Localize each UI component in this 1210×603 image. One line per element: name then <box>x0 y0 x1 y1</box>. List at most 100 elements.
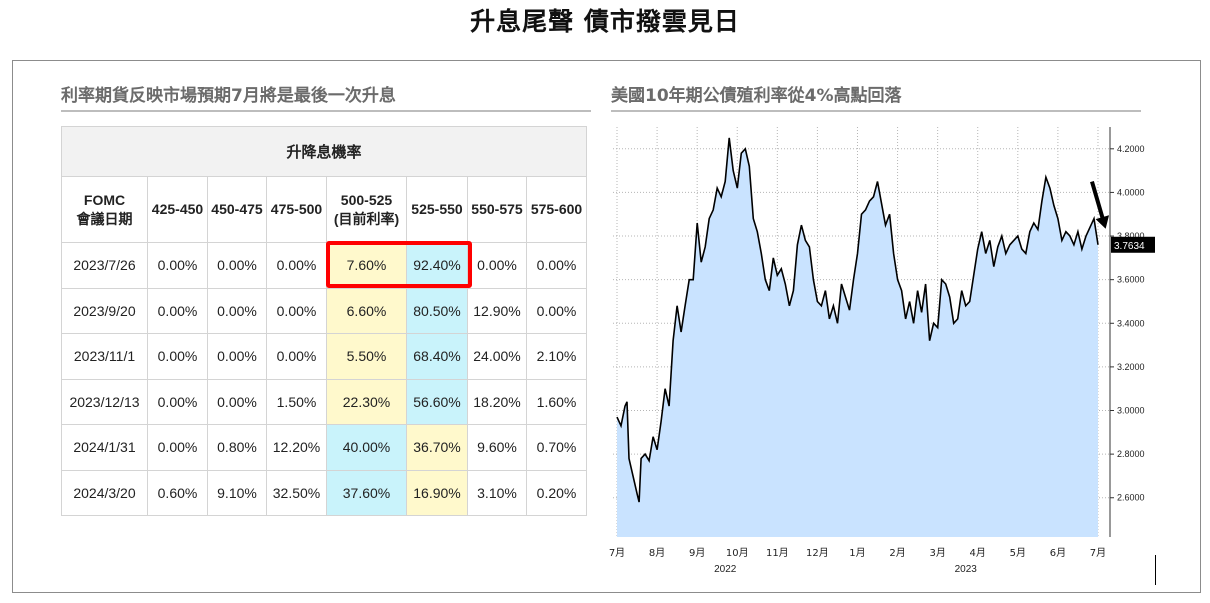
column-header: 525-550 <box>406 176 468 243</box>
probability-cell: 18.20% <box>467 378 527 425</box>
probability-cell: 56.60% <box>406 378 468 425</box>
table-panel-title: 利率期貨反映市場預期7月將是最後一次升息 <box>61 86 396 106</box>
column-header-line1: 425-450 <box>151 201 204 217</box>
last-value-box <box>1111 236 1155 253</box>
x-tick-label: 6月 <box>1050 547 1066 559</box>
probability-cell: 0.00% <box>207 287 267 334</box>
page-title: 升息尾聲 債市撥雲見日 <box>470 7 740 36</box>
y-tick-label: 2.8000 <box>1117 449 1145 459</box>
y-tick-label: 3.0000 <box>1117 406 1145 416</box>
x-tick-label: 1月 <box>849 547 865 559</box>
x-tick-label: 3月 <box>929 547 945 559</box>
table-row: 2023/9/20 0.00% 0.00% 0.00% 6.60% 80.50% 12.90… <box>61 287 588 334</box>
highlight-box <box>326 241 472 288</box>
column-header-line2: (目前利率) <box>333 210 400 227</box>
probability-cell: 24.00% <box>467 333 527 380</box>
probability-cell: 0.00% <box>147 242 208 289</box>
probability-cell: 0.00% <box>266 333 327 380</box>
yield-line <box>616 137 1099 503</box>
probability-cell: 0.00% <box>266 287 327 334</box>
probability-cell: 0.00% <box>147 378 208 425</box>
meeting-date-cell: 2023/12/13 <box>61 378 148 425</box>
chart-title-divider <box>611 110 1141 112</box>
probability-cell: 12.90% <box>467 287 527 334</box>
probability-cell: 36.70% <box>406 424 468 471</box>
probability-cell: 16.90% <box>406 469 468 516</box>
probability-cell: 12.20% <box>266 424 327 471</box>
probability-cell: 0.00% <box>266 242 327 289</box>
probability-cell: 6.60% <box>326 287 407 334</box>
arrow-head-icon <box>1095 215 1110 229</box>
probability-cell: 0.00% <box>525 242 588 289</box>
year-label: 2022 <box>714 564 737 575</box>
column-header: 575-600 <box>525 176 588 243</box>
last-value-label: 3.7634 <box>1114 241 1145 252</box>
table-header: 升降息機率 <box>60 126 588 177</box>
probability-cell: 9.10% <box>207 469 267 516</box>
column-header-line1: 525-550 <box>411 201 463 217</box>
column-header: 550-575 <box>467 176 527 243</box>
table-row: 2023/7/26 0.00% 0.00% 0.00% 7.60% 92.40% 0.00%… <box>61 242 588 289</box>
column-header: 450-475 <box>207 176 267 243</box>
column-header-line1: 500-525 <box>340 191 393 208</box>
x-tick-label: 7月 <box>609 547 625 559</box>
probability-cell: 0.00% <box>207 333 267 380</box>
table-row: 2023/12/13 0.00% 0.00% 1.50% 22.30% 56.60% 18.… <box>61 378 588 425</box>
y-tick-label: 4.0000 <box>1117 187 1145 197</box>
table-title-divider <box>61 110 591 112</box>
yield-chart: 4.2000 4.0000 3.8000 3.6000 3.4000 3.2000 3.00… <box>609 127 1155 575</box>
column-header-line2: 會議日期 <box>76 210 133 227</box>
x-tick-label: 5月 <box>1010 547 1026 559</box>
x-tick-label: 2月 <box>889 547 905 559</box>
probability-cell: 3.10% <box>467 469 527 516</box>
column-header-line1: FOMC <box>83 191 126 208</box>
probability-cell: 0.00% <box>147 424 208 471</box>
x-tick-label: 9月 <box>689 547 705 559</box>
column-header: 500-525 (目前利率) <box>326 176 407 243</box>
x-tick-label: 11月 <box>766 547 789 559</box>
probability-cell: 1.50% <box>266 378 327 425</box>
probability-cell: 0.60% <box>147 469 208 516</box>
probability-cell: 37.60% <box>326 469 407 516</box>
probability-cell: 9.60% <box>467 424 527 471</box>
column-header-line1: 475-500 <box>270 201 323 217</box>
probability-cell: 40.00% <box>326 424 407 471</box>
column-header: FOMC 會議日期 <box>61 176 148 243</box>
table-row: 2024/1/31 0.00% 0.80% 12.20% 40.00% 36.70% 9.6… <box>61 424 588 471</box>
x-tick-label: 4月 <box>970 547 986 559</box>
probability-cell: 2.10% <box>525 333 588 380</box>
probability-cell: 0.00% <box>207 378 267 425</box>
meeting-date-cell: 2023/11/1 <box>61 333 148 380</box>
x-tick-label: 7月 <box>1090 547 1106 559</box>
probability-cell: 32.50% <box>266 469 327 516</box>
y-tick-label: 3.6000 <box>1117 275 1145 285</box>
probability-cell: 0.00% <box>147 287 208 334</box>
probability-cell: 0.20% <box>525 469 588 516</box>
yield-area <box>617 137 1098 537</box>
year-label: 2023 <box>955 564 978 575</box>
column-header-line1: 550-575 <box>471 201 523 217</box>
x-tick-label: 12月 <box>806 547 829 559</box>
y-tick-label: 4.2000 <box>1117 144 1145 154</box>
table-row: 2024/3/20 0.60% 9.10% 32.50% 37.60% 16.90% 3.1… <box>61 469 588 516</box>
probability-cell: 0.70% <box>525 424 588 471</box>
meeting-date-cell: 2024/1/31 <box>61 424 148 471</box>
y-tick-label: 3.2000 <box>1117 362 1145 372</box>
content-frame <box>12 60 1201 593</box>
meeting-date-cell: 2024/3/20 <box>61 469 148 516</box>
probability-cell: 1.60% <box>525 378 588 425</box>
probability-cell: 0.00% <box>525 287 588 334</box>
y-tick-label: 2.6000 <box>1117 493 1145 503</box>
rate-probability-table: 升降息機率 FOMC 會議日期 425-450 450-475 475-500 500-5… <box>60 126 588 516</box>
probability-cell: 0.00% <box>207 242 267 289</box>
y-tick-label: 3.8000 <box>1117 231 1145 241</box>
corner-mark <box>1155 555 1156 585</box>
chart-panel-title: 美國10年期公債殖利率從4%高點回落 <box>611 86 902 106</box>
x-tick-label: 10月 <box>726 547 749 559</box>
column-header-line1: 450-475 <box>211 201 263 217</box>
probability-cell: 0.80% <box>207 424 267 471</box>
arrow-shaft <box>1090 180 1106 224</box>
x-tick-label: 8月 <box>649 547 665 559</box>
meeting-date-cell: 2023/9/20 <box>61 287 148 334</box>
probability-cell: 0.00% <box>147 333 208 380</box>
